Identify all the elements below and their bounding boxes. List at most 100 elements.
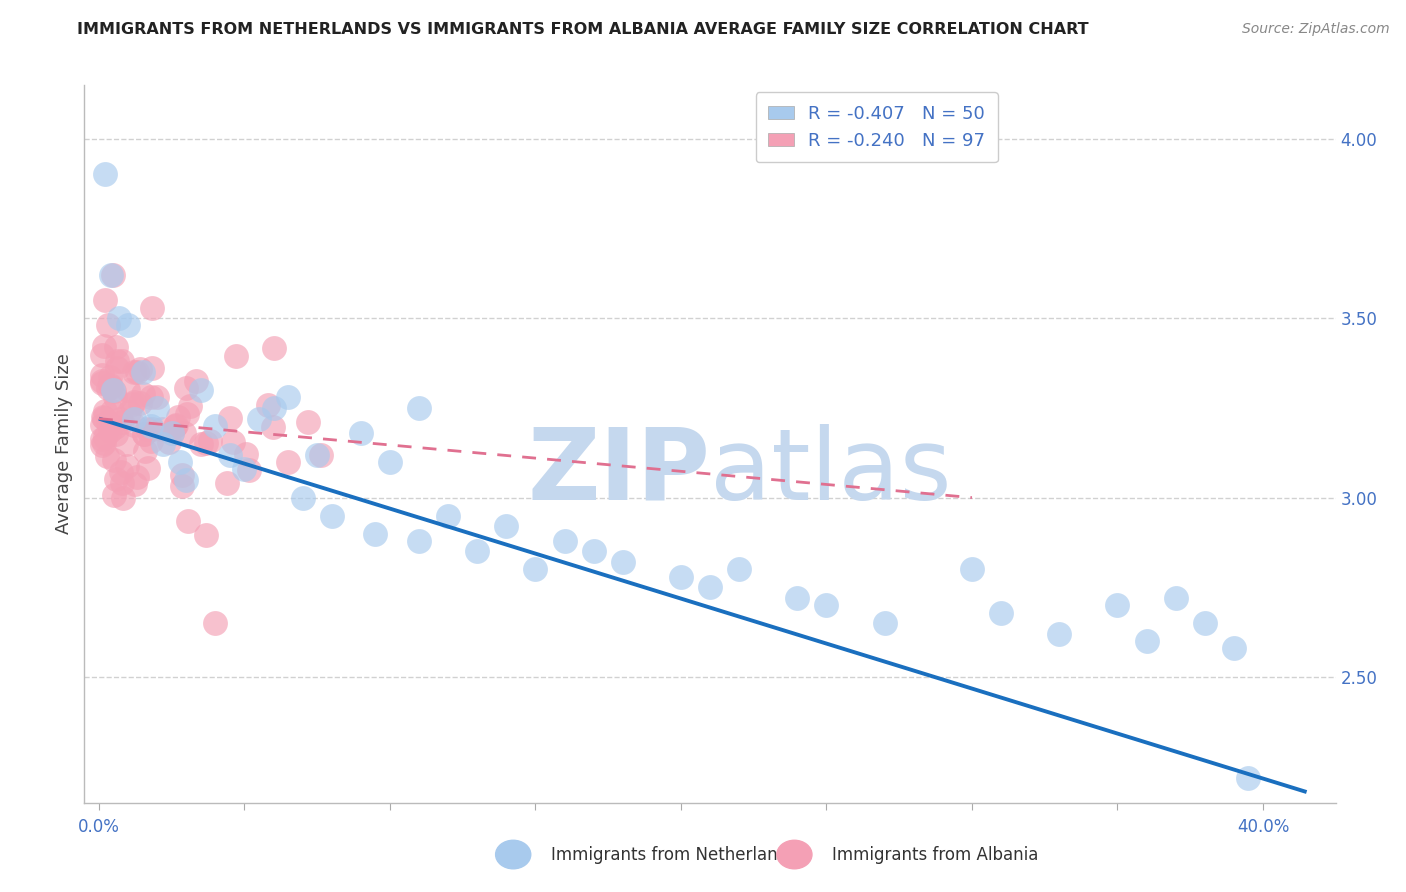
Point (198, 434, 221, 449)
Point (104, 472, 127, 486)
Point (98, 424, 121, 438)
Point (247, 411, 270, 425)
Point (1107, 599, 1129, 613)
Point (378, 455, 401, 469)
Point (124, 477, 146, 491)
Point (100, 380, 122, 394)
Point (960, 562, 983, 576)
Point (122, 418, 145, 433)
Point (150, 422, 173, 436)
Point (160, 425, 183, 440)
Point (101, 404, 124, 418)
Point (93, 410, 115, 425)
Point (204, 418, 226, 433)
Point (179, 399, 201, 413)
Point (103, 268, 125, 282)
Point (93, 435, 115, 450)
Point (121, 397, 143, 411)
Point (105, 340, 128, 354)
Point (141, 434, 163, 449)
Point (160, 425, 183, 440)
Point (699, 580, 721, 594)
Point (110, 465, 132, 479)
Point (97, 415, 120, 429)
Point (277, 390, 299, 404)
Point (465, 544, 488, 558)
Point (350, 425, 373, 440)
Point (176, 407, 198, 421)
Point (94, 430, 117, 444)
Point (90, 368, 112, 383)
Point (262, 420, 284, 434)
Point (103, 384, 125, 398)
Point (190, 383, 212, 397)
Point (495, 519, 517, 533)
Point (90, 374, 112, 388)
Point (90, 417, 112, 432)
Point (90, 438, 112, 452)
Point (104, 390, 127, 404)
Point (225, 349, 247, 363)
Point (100, 417, 122, 432)
Point (135, 422, 157, 436)
Point (204, 616, 226, 631)
Point (219, 410, 242, 425)
Point (218, 448, 240, 462)
Point (141, 360, 163, 375)
Point (114, 436, 136, 450)
Point (90, 432, 112, 446)
Text: Immigrants from Netherlands: Immigrants from Netherlands (551, 846, 797, 863)
Point (222, 435, 245, 450)
Point (103, 453, 125, 467)
Point (141, 301, 163, 315)
Point (612, 555, 634, 569)
Point (235, 447, 257, 461)
Point (93, 168, 115, 182)
Point (1237, 771, 1260, 785)
Point (91, 409, 114, 424)
Point (173, 425, 195, 440)
Point (364, 526, 387, 541)
Point (134, 426, 156, 441)
Point (103, 488, 125, 502)
Point (127, 365, 149, 379)
Point (131, 365, 153, 379)
Point (815, 599, 838, 613)
Point (96, 449, 118, 463)
Point (256, 398, 278, 412)
Y-axis label: Average Family Size: Average Family Size (55, 353, 73, 534)
Point (582, 544, 605, 558)
Point (94, 404, 117, 418)
Point (194, 436, 217, 450)
Point (100, 268, 122, 282)
Point (190, 437, 212, 451)
Point (1135, 634, 1157, 648)
Point (1223, 641, 1246, 656)
Text: Source: ZipAtlas.com: Source: ZipAtlas.com (1241, 22, 1389, 37)
Text: atlas: atlas (710, 424, 952, 521)
Point (117, 383, 139, 397)
Point (93, 339, 115, 353)
Point (554, 533, 576, 548)
Point (111, 476, 134, 491)
Legend: R = -0.407   N = 50, R = -0.240   N = 97: R = -0.407 N = 50, R = -0.240 N = 97 (756, 92, 998, 162)
Point (307, 448, 329, 462)
Point (90, 376, 112, 390)
Point (408, 533, 430, 548)
Point (990, 606, 1012, 620)
Point (1164, 591, 1187, 606)
Point (1194, 616, 1216, 631)
Point (122, 411, 145, 425)
Point (131, 387, 153, 401)
Point (104, 420, 127, 434)
Point (141, 422, 163, 436)
Point (177, 515, 200, 529)
Point (437, 508, 460, 523)
Point (169, 455, 191, 469)
Point (118, 405, 141, 419)
Point (172, 478, 194, 492)
Point (98, 370, 121, 384)
Point (108, 311, 131, 326)
Point (138, 460, 160, 475)
Point (524, 562, 547, 576)
